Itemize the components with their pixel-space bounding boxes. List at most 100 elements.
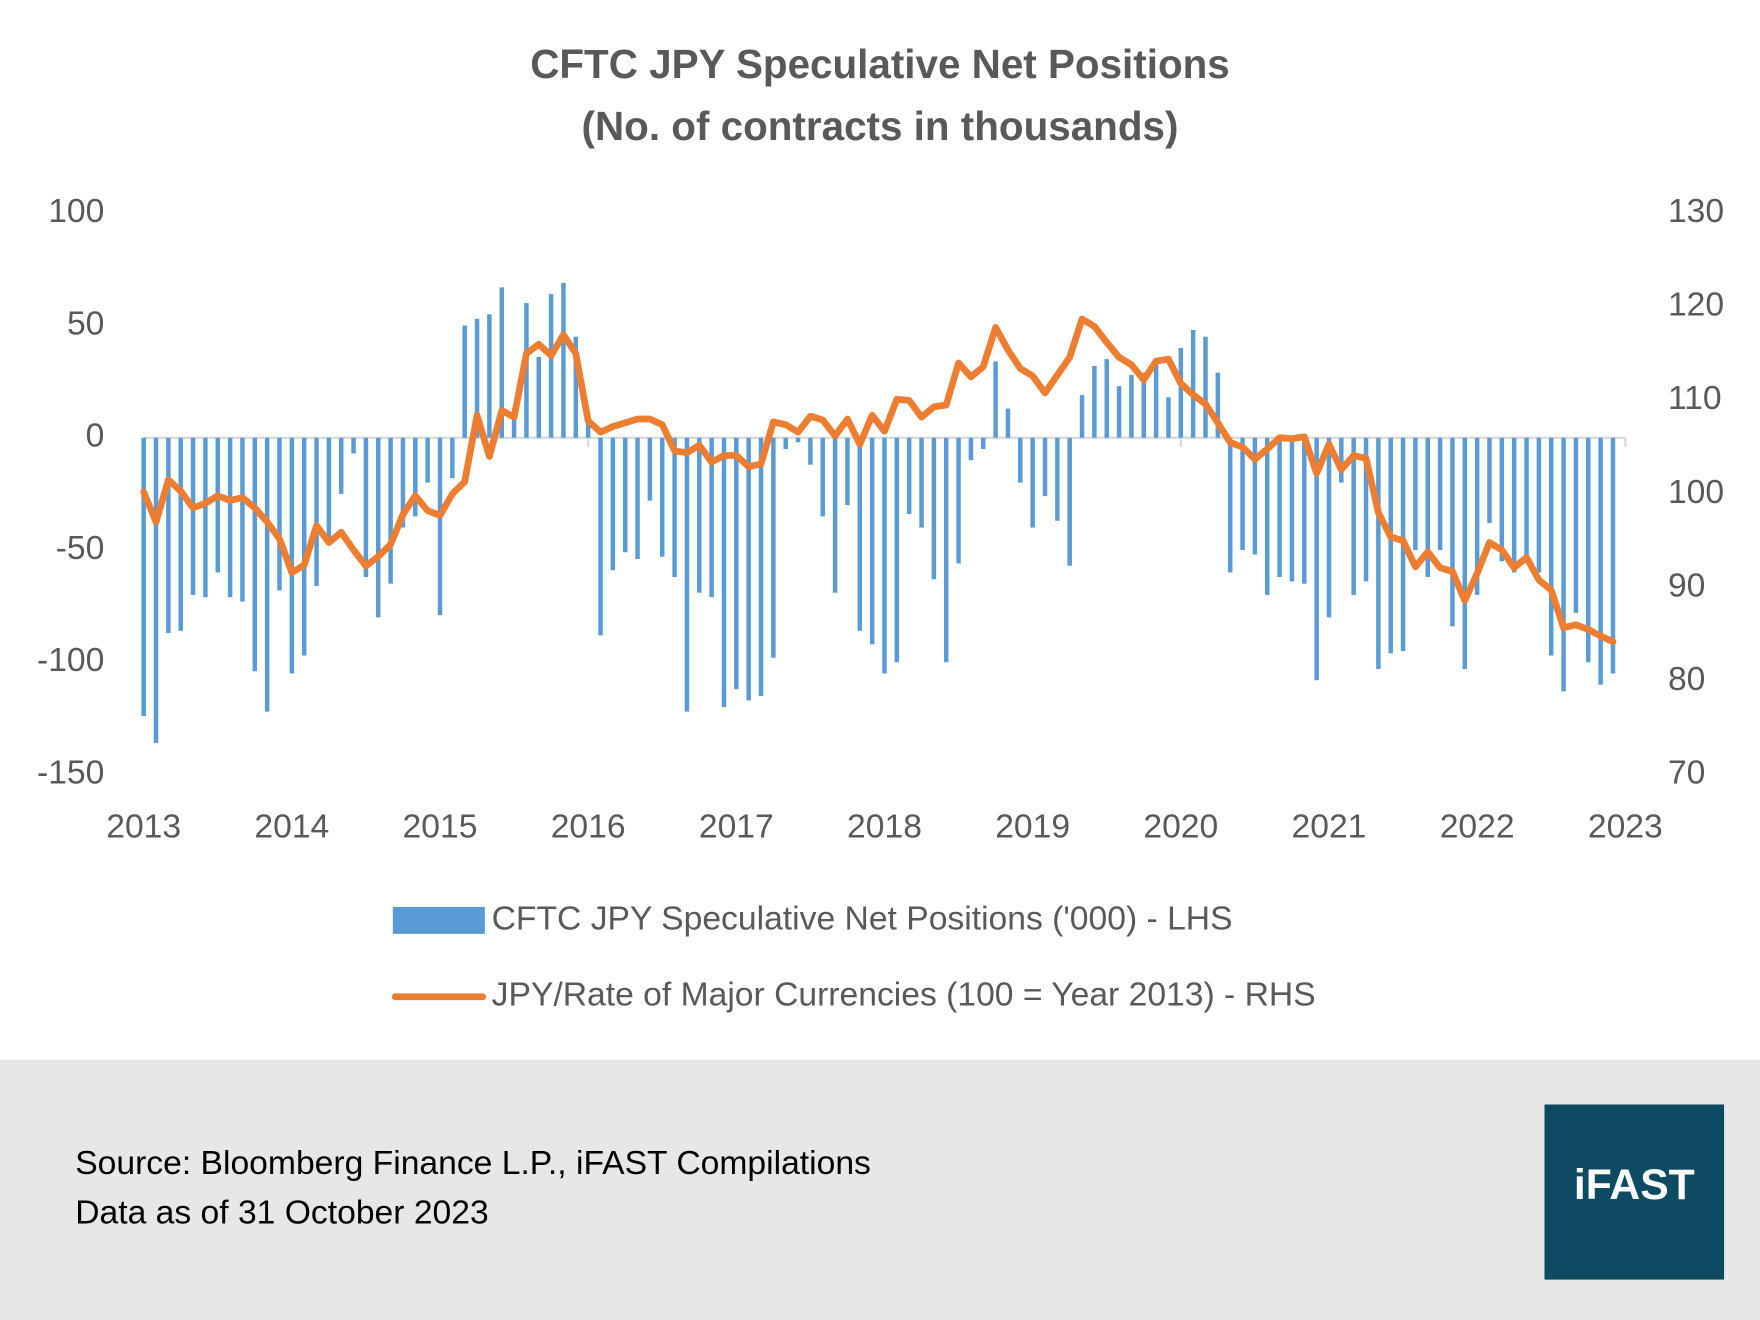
x-tick-label: 2021 [1292, 808, 1367, 845]
y-tick-label: 50 [67, 305, 104, 342]
bar [400, 437, 406, 528]
bar [351, 437, 356, 454]
chart-subtitle: (No. of contracts in thousands) [582, 103, 1179, 149]
bar [1425, 437, 1430, 577]
bar [721, 437, 727, 708]
y-tick-label: -50 [56, 530, 105, 567]
bar [264, 437, 270, 712]
bar [709, 437, 714, 598]
x-tick-label: 2017 [699, 808, 774, 845]
bar [746, 437, 751, 701]
x-tick-label: 2018 [847, 808, 922, 845]
y-tick-label: -150 [37, 754, 104, 791]
y-tick-label: -100 [37, 642, 104, 679]
bar [585, 415, 591, 438]
bar [1610, 437, 1616, 674]
bar [610, 437, 616, 571]
bar [1055, 437, 1060, 521]
bar [1598, 437, 1603, 685]
bar [660, 437, 665, 557]
bar [203, 437, 208, 598]
bar [1252, 437, 1258, 555]
bar [314, 437, 319, 586]
bar [758, 437, 764, 696]
line [140, 315, 1617, 646]
bar [413, 437, 418, 517]
bar [363, 437, 369, 577]
bar [1129, 374, 1134, 438]
bar [734, 437, 739, 690]
y-tick-label: 100 [48, 193, 104, 230]
x-tick-label: 2016 [551, 808, 626, 845]
bar [1351, 437, 1356, 595]
legend-label: CFTC JPY Speculative Net Positions ('000… [492, 900, 1233, 937]
bar [1363, 437, 1369, 582]
bar [425, 437, 430, 483]
bar [1413, 437, 1418, 550]
bar [1277, 437, 1282, 577]
bar [697, 437, 702, 593]
chart-title: CFTC JPY Speculative Net Positions [530, 41, 1230, 87]
bar [153, 437, 159, 744]
bar [1104, 359, 1109, 438]
bar [1153, 361, 1159, 438]
bar [474, 318, 480, 438]
bar [1141, 372, 1147, 438]
bar [1190, 330, 1196, 438]
bar [894, 437, 900, 663]
bar [795, 437, 801, 443]
bar [672, 437, 677, 577]
bar [1042, 437, 1048, 497]
bar [1511, 437, 1517, 573]
bar [1388, 437, 1393, 654]
bar [832, 437, 838, 593]
bar [783, 437, 788, 449]
bar [499, 287, 504, 438]
bar [919, 437, 924, 528]
bar [573, 336, 579, 438]
bar [1289, 437, 1295, 582]
bar [277, 437, 282, 591]
bar [141, 437, 146, 717]
x-tick-label: 2022 [1440, 808, 1515, 845]
bar [462, 325, 467, 438]
bar [845, 437, 850, 506]
bar [1240, 437, 1245, 550]
bar [1215, 372, 1221, 438]
bar [240, 437, 245, 602]
x-tick-label: 2019 [995, 808, 1070, 845]
bar [808, 437, 813, 465]
plot-area: -150 -100 -50 0 50 100 70 80 90 100 110 120 130 2013 2… [37, 193, 1724, 1013]
bar [1302, 437, 1307, 584]
x-tick-label: 2023 [1588, 808, 1663, 845]
bar [1005, 408, 1011, 438]
date-note: Data as of 31 October 2023 [75, 1194, 489, 1231]
x-tick-label: 2015 [403, 808, 478, 845]
bar [1339, 437, 1344, 483]
bar [450, 437, 455, 479]
bar [622, 437, 628, 553]
bar [1586, 437, 1591, 663]
logo-box [1544, 1104, 1725, 1280]
bar [635, 437, 640, 559]
bar [1166, 397, 1171, 438]
bar [326, 437, 332, 539]
bar [548, 294, 554, 438]
bar [190, 437, 196, 595]
x-tick-label: 2014 [254, 808, 329, 845]
x-tick-label: 2020 [1143, 808, 1218, 845]
y2-tick-label: 120 [1668, 287, 1724, 324]
bar [437, 437, 443, 616]
bar [906, 437, 912, 515]
bar [1116, 386, 1122, 438]
bar [1437, 437, 1443, 550]
bar [1474, 437, 1480, 595]
bar [1524, 437, 1529, 562]
bar [1265, 437, 1270, 595]
bar [684, 437, 690, 712]
bar [931, 437, 937, 580]
legend-label: JPY/Rate of Major Currencies (100 = Year… [492, 977, 1316, 1014]
source-note: Source: Bloomberg Finance L.P., iFAST Co… [75, 1145, 871, 1182]
bar [1030, 437, 1035, 528]
bar [857, 437, 863, 631]
